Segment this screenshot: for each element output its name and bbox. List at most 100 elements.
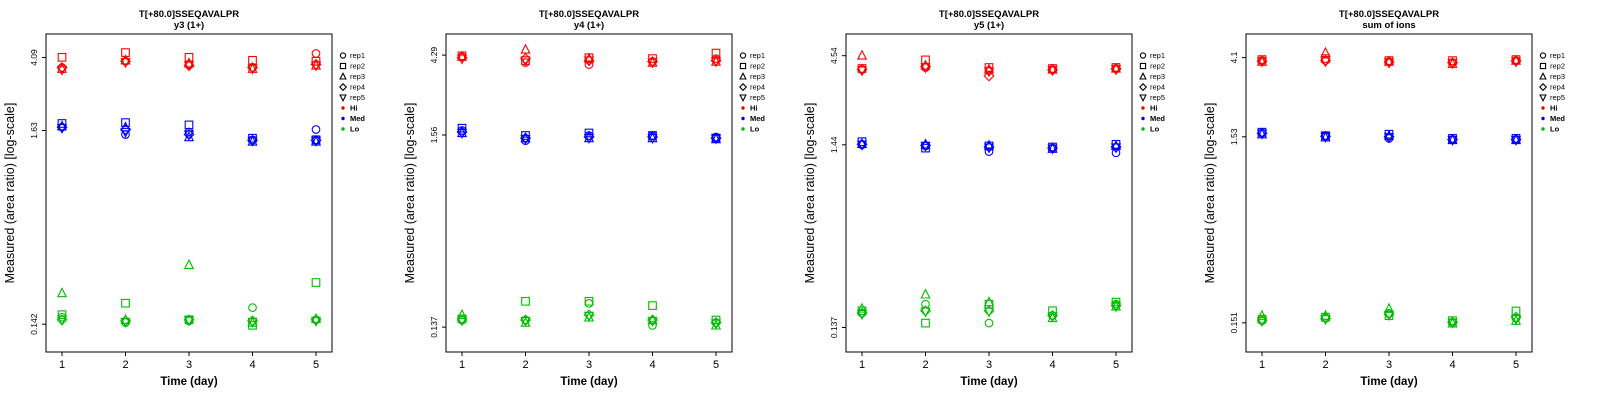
data-point-lo-rep2 [57,310,67,320]
legend-rep3-label: rep3 [350,72,365,81]
data-point-med-rep5 [1447,135,1458,147]
data-point-med-rep3 [856,137,868,148]
data-point-hi-rep5 [856,66,868,77]
data-point-med-rep5 [520,134,531,146]
data-point-lo-rep5 [583,311,595,322]
legend-rep2-label: rep2 [1150,62,1165,71]
legend-rep4-icon [339,83,348,92]
data-point-lo-rep5 [710,319,722,330]
data-point-hi-rep5 [710,57,722,68]
data-point-med-rep5 [1256,129,1268,140]
data-point-hi-rep3 [520,43,531,54]
data-point-hi-rep1 [121,56,130,66]
legend-rep4-icon [1139,83,1148,92]
y-tick-label: 1.63 [29,122,39,139]
data-point-hi-rep3 [856,49,868,60]
x-tick-label: 5 [313,359,319,371]
x-tick-label: 1 [1259,359,1265,371]
chart-subtitle: y5 (1+) [974,20,1004,31]
legend-hi-label: Hi [350,104,358,113]
data-point-med-rep5 [1047,144,1058,155]
data-point-lo-rep5 [120,317,131,329]
data-point-lo-rep3 [56,287,68,298]
legend-lo-icon [341,127,345,131]
data-point-lo-rep5 [310,316,322,327]
legend-hi-label: Hi [750,104,758,113]
data-point-lo-rep5 [983,307,995,318]
y-tick-label: 0.137 [429,316,439,338]
legend-rep3-icon [1539,72,1547,80]
data-point-med-rep1 [984,147,994,156]
data-point-med-rep5 [247,136,258,147]
data-point-lo-rep5 [1320,315,1331,326]
legend-lo-icon [1141,127,1145,131]
x-tick-label: 2 [122,359,128,371]
legend-rep1-label: rep1 [750,51,765,60]
legend-lo-label: Lo [1550,125,1560,134]
data-point-hi-rep4 [983,70,995,82]
data-point-med-rep2 [184,120,194,130]
legend-rep3-label: rep3 [750,72,765,81]
legend-rep5-label: rep5 [1150,93,1165,102]
x-tick-label: 1 [859,359,865,371]
data-point-lo-rep2 [1111,297,1121,307]
legend-rep1-label: rep1 [1550,51,1565,60]
legend-hi-icon [1141,106,1145,110]
data-point-hi-rep5 [1510,57,1522,68]
x-tick-label: 3 [986,359,992,371]
legend-rep1-icon [1539,52,1547,59]
data-point-hi-rep5 [1383,58,1395,69]
y-tick-label: 4.09 [29,49,39,66]
data-point-lo-rep1 [521,315,530,325]
data-point-hi-rep5 [183,61,195,72]
data-point-lo-rep3 [183,258,195,269]
data-point-med-rep3 [920,138,931,149]
x-tick-label: 4 [1049,359,1055,371]
x-axis-label: Time (day) [560,376,617,388]
legend-med-icon [1541,116,1545,121]
plot-box [845,33,1133,353]
legend-med-label: Med [1150,114,1165,123]
data-point-hi-rep2 [57,52,67,62]
x-tick-label: 4 [249,359,255,371]
data-point-hi-rep3 [1383,55,1395,66]
data-point-lo-rep2 [648,301,657,310]
data-point-lo-rep5 [56,315,68,326]
data-point-med-rep5 [1383,133,1395,144]
data-point-med-rep5 [710,134,722,145]
legend-lo-icon [741,127,745,131]
data-point-med-rep5 [920,141,931,152]
data-point-med-rep5 [183,130,195,141]
chart-subtitle: sum of ions [1362,20,1415,31]
data-point-med-rep5 [983,143,995,154]
y-tick-label: 0.137 [829,317,839,339]
legend-rep3-icon [339,72,347,80]
legend-med-label: Med [1550,114,1565,123]
legend-rep2-icon [1539,62,1547,70]
x-tick-label: 3 [1386,359,1392,371]
data-point-med-rep5 [456,128,468,140]
data-point-hi-rep5 [1256,57,1268,68]
x-tick-label: 5 [713,359,719,371]
y-tick-label: 1.53 [1229,128,1239,145]
legend-lo-label: Lo [350,125,360,134]
x-tick-label: 2 [1322,359,1328,371]
data-point-med-rep3 [1383,129,1395,140]
data-point-lo-rep5 [856,309,868,321]
data-point-med-rep3 [56,120,68,131]
data-point-hi-rep5 [983,67,995,78]
data-point-lo-rep2 [521,296,530,306]
y-tick-label: 4.1 [1229,51,1239,63]
y-axis-label: Measured (area ratio) [log-scale] [1203,103,1217,284]
x-tick-label: 4 [1449,359,1455,371]
data-point-lo-rep3 [310,312,322,323]
legend-hi-label: Hi [1550,104,1558,113]
data-point-lo-rep5 [1383,311,1395,322]
data-point-hi-rep3 [1047,63,1058,74]
legend-rep4-label: rep4 [350,83,365,92]
y-tick-label: 0.142 [29,313,39,335]
data-point-lo-rep1 [984,318,994,328]
legend-lo-icon [1541,127,1545,131]
